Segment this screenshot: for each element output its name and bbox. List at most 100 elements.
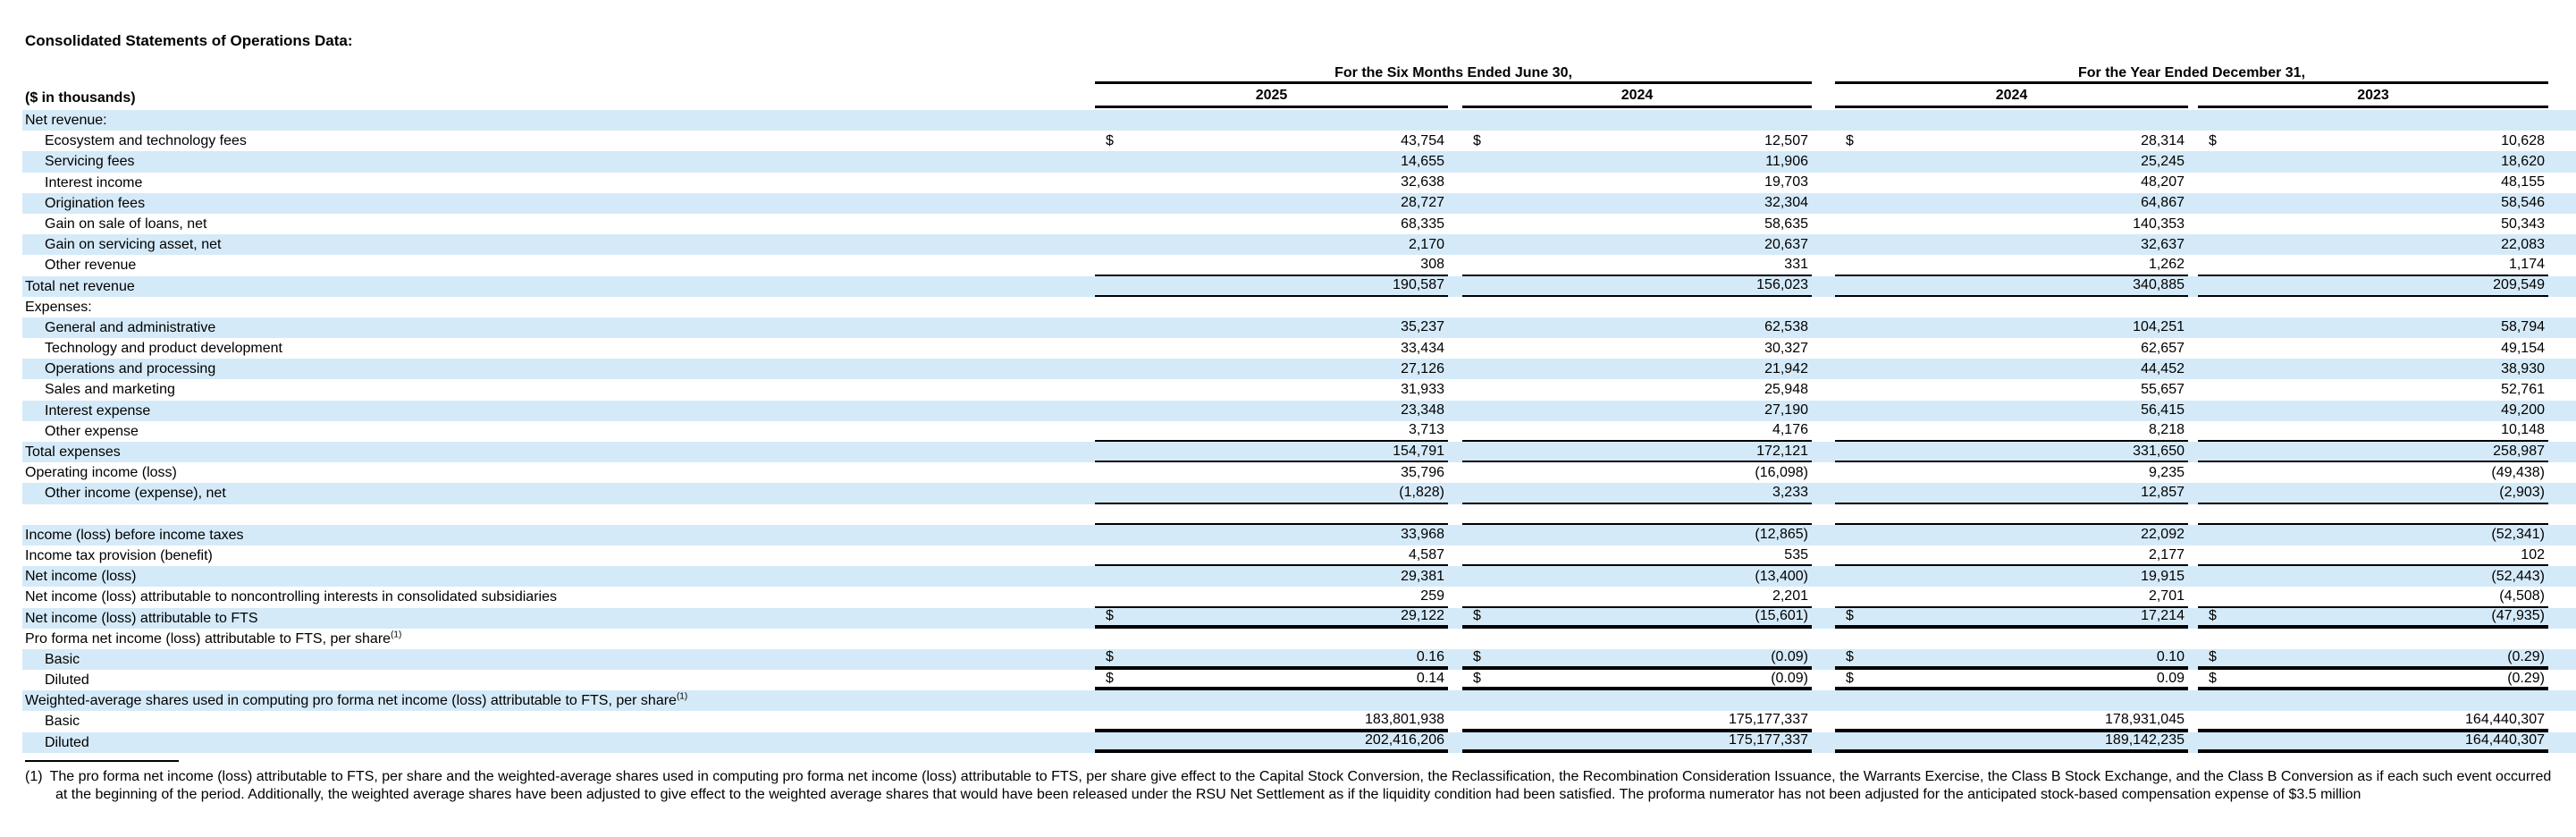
year-column-2023: 2023 bbox=[2198, 88, 2548, 108]
column-group-six-months: For the Six Months Ended June 30, bbox=[1095, 65, 1812, 84]
value-text: 140,353 bbox=[2133, 216, 2185, 232]
cell-value: $43,754 bbox=[1095, 131, 1448, 151]
cell-value: $0.09 bbox=[1835, 670, 2188, 691]
table-row: Interest expense 23,348 27,190 56,415 49,200 bbox=[22, 400, 2576, 421]
value-text: (0.29) bbox=[2507, 670, 2545, 686]
row-label: Operations and processing bbox=[45, 361, 216, 377]
table-row: Income (loss) before income taxes 33,968 (… bbox=[22, 524, 2576, 545]
cell-value: (2,903) bbox=[2198, 483, 2548, 504]
cell-value: 2,170 bbox=[1095, 234, 1448, 255]
dollar-sign: $ bbox=[2209, 670, 2217, 686]
cell-value: 20,637 bbox=[1462, 234, 1812, 255]
cell-value: 30,327 bbox=[1462, 338, 1812, 359]
year-header-row: ($ in thousands) 2025 2024 2024 2023 bbox=[0, 88, 2576, 110]
dollar-sign: $ bbox=[1846, 608, 1854, 624]
row-label: Weighted-average shares used in computin… bbox=[25, 691, 688, 709]
cell-value bbox=[1462, 110, 1812, 131]
value-text: 183,801,938 bbox=[1365, 712, 1444, 728]
cell-value: 1,262 bbox=[1835, 255, 2188, 276]
cell-value: 3,233 bbox=[1462, 483, 1812, 504]
year-column-2024-six-months: 2024 bbox=[1462, 88, 1812, 108]
value-text: (1,828) bbox=[1399, 484, 1444, 500]
cell-value bbox=[1835, 690, 2188, 711]
value-text: 64,867 bbox=[2141, 195, 2185, 211]
table-row: Weighted-average shares used in computin… bbox=[22, 690, 2576, 712]
table-row: Servicing fees 14,655 11,906 25,245 18,620 bbox=[22, 151, 2576, 173]
cell-value: 22,083 bbox=[2198, 234, 2548, 255]
cell-value: 190,587 bbox=[1095, 276, 1448, 297]
value-text: 22,083 bbox=[2501, 236, 2545, 252]
cell-value: 102 bbox=[2198, 545, 2548, 567]
value-text: 2,201 bbox=[1772, 588, 1808, 604]
value-text: 31,933 bbox=[1401, 382, 1444, 398]
table-row: Operating income (loss) 35,796 (16,098) 9,2… bbox=[22, 462, 2576, 483]
row-label: Basic bbox=[45, 651, 80, 667]
cell-value: $0.16 bbox=[1095, 649, 1448, 671]
row-label: Net income (loss) attributable to FTS bbox=[25, 610, 258, 626]
value-text: 29,381 bbox=[1401, 568, 1444, 584]
value-text: 154,791 bbox=[1393, 443, 1444, 459]
value-text: 52,761 bbox=[2501, 382, 2545, 398]
row-label: Origination fees bbox=[45, 195, 146, 211]
row-label: Sales and marketing bbox=[45, 382, 175, 398]
table-row: Interest income 32,638 19,703 48,207 48,155 bbox=[22, 173, 2576, 193]
value-text: 12,857 bbox=[2141, 484, 2185, 500]
cell-value: 48,155 bbox=[2198, 173, 2548, 193]
cell-value: 12,857 bbox=[1835, 483, 2188, 504]
value-text: 48,155 bbox=[2501, 174, 2545, 190]
cell-value: 2,201 bbox=[1462, 587, 1812, 608]
table-row: Operations and processing 27,126 21,942 44,… bbox=[22, 359, 2576, 380]
value-text: 12,507 bbox=[1764, 132, 1808, 148]
cell-value: $ (0.09) bbox=[1462, 670, 1812, 691]
cell-value bbox=[1835, 629, 2188, 649]
cell-value: 52,761 bbox=[2198, 379, 2548, 400]
value-text: 4,176 bbox=[1772, 422, 1808, 438]
cell-value bbox=[1462, 297, 1812, 317]
dollar-sign: $ bbox=[1106, 670, 1114, 686]
value-text: 102 bbox=[2521, 546, 2545, 562]
cell-value: 8,218 bbox=[1835, 421, 2188, 442]
dollar-sign: $ bbox=[1473, 649, 1481, 665]
value-text: 49,154 bbox=[2501, 340, 2545, 356]
cell-value: 164,440,307 bbox=[2198, 711, 2548, 732]
cell-value: 27,126 bbox=[1095, 359, 1448, 379]
value-text: 56,415 bbox=[2141, 402, 2185, 418]
value-text: 23,348 bbox=[1401, 402, 1444, 418]
row-label: General and administrative bbox=[45, 319, 216, 335]
table-row bbox=[22, 504, 2576, 525]
operations-table-body: Net revenue: Ecosystem and technology fee… bbox=[22, 110, 2576, 753]
cell-value bbox=[1835, 110, 2188, 131]
cell-value: 35,796 bbox=[1095, 462, 1448, 483]
cell-value: 49,154 bbox=[2198, 338, 2548, 359]
value-text: 29,122 bbox=[1401, 608, 1444, 624]
value-text: 190,587 bbox=[1393, 277, 1444, 293]
row-label: Other revenue bbox=[45, 258, 137, 274]
value-text: 104,251 bbox=[2133, 319, 2185, 335]
cell-value: 9,235 bbox=[1835, 462, 2188, 483]
value-text: 62,657 bbox=[2141, 340, 2185, 356]
value-text: (12,865) bbox=[1755, 527, 1808, 543]
cell-value: 202,416,206 bbox=[1095, 732, 1448, 753]
year-column-2025: 2025 bbox=[1095, 88, 1448, 108]
cell-value: 58,546 bbox=[2198, 193, 2548, 214]
cell-value: 189,142,235 bbox=[1835, 732, 2188, 753]
value-text: 44,452 bbox=[2141, 360, 2185, 376]
cell-value: 18,620 bbox=[2198, 151, 2548, 172]
cell-value: 38,930 bbox=[2198, 359, 2548, 379]
footnote-divider bbox=[25, 760, 179, 762]
value-text: 58,546 bbox=[2501, 195, 2545, 211]
dollar-sign: $ bbox=[1106, 132, 1114, 148]
column-group-year: For the Year Ended December 31, bbox=[1835, 65, 2548, 84]
table-row: Basic 183,801,938 175,177,337 178,931,045 16… bbox=[22, 711, 2576, 732]
row-label: Gain on sale of loans, net bbox=[45, 216, 207, 232]
cell-value: (52,341) bbox=[2198, 525, 2548, 545]
table-row: Technology and product development 33,434… bbox=[22, 338, 2576, 359]
row-label: Ecosystem and technology fees bbox=[45, 133, 247, 149]
value-text: 21,942 bbox=[1764, 360, 1808, 376]
cell-value: (1,828) bbox=[1095, 483, 1448, 504]
value-text: 0.14 bbox=[1416, 670, 1444, 686]
cell-value: (16,098) bbox=[1462, 462, 1812, 483]
cell-value: 22,092 bbox=[1835, 525, 2188, 545]
cell-value: 3,713 bbox=[1095, 421, 1448, 442]
row-label: Diluted bbox=[45, 672, 89, 689]
